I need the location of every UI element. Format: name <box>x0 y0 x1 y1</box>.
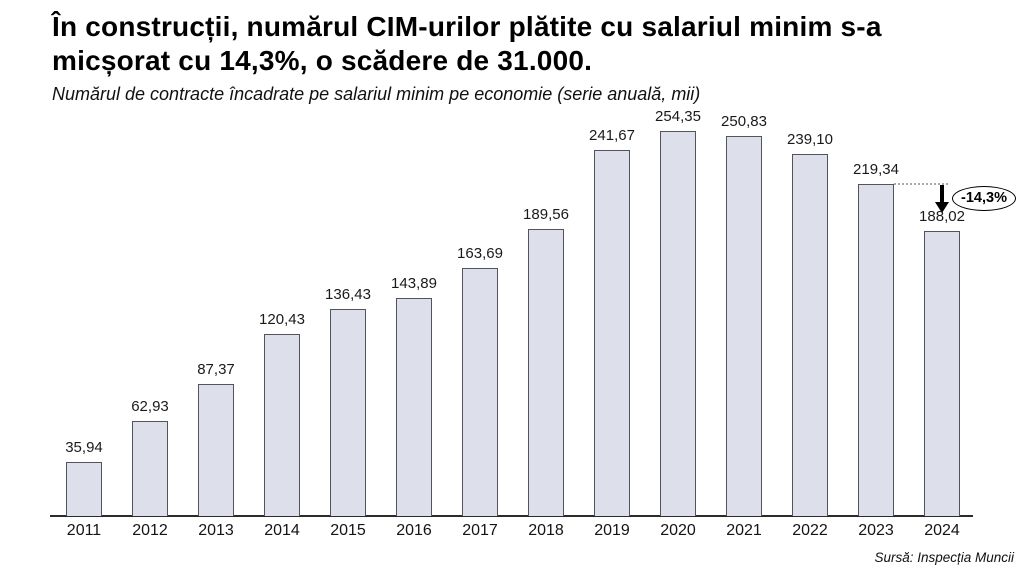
x-axis-tick-label-2017: 2017 <box>462 522 498 539</box>
bar-2014 <box>264 334 300 516</box>
bar-2015 <box>330 309 366 516</box>
decline-percentage-badge: -14,3% <box>952 186 1016 211</box>
page-title-line-2: micșorat cu 14,3%, o scădere de 31.000. <box>52 45 593 76</box>
x-axis-tick-label-2023: 2023 <box>858 522 894 539</box>
bar-value-label-2023: 219,34 <box>853 161 899 178</box>
x-axis-tick-label-2022: 2022 <box>792 522 828 539</box>
bar-2022 <box>792 154 828 516</box>
x-axis-tick-label-2019: 2019 <box>594 522 630 539</box>
bar-value-label-2020: 254,35 <box>655 108 701 125</box>
x-axis-tick-label-2024: 2024 <box>924 522 960 539</box>
bar-2020 <box>660 131 696 516</box>
bar-2016 <box>396 298 432 516</box>
source-note: Sursă: Inspecția Muncii <box>874 550 1014 565</box>
x-axis-tick-label-2011: 2011 <box>66 522 102 539</box>
x-axis-tick-label-2020: 2020 <box>660 522 696 539</box>
x-axis-line <box>50 515 973 517</box>
chart-subtitle: Numărul de contracte încadrate pe salari… <box>52 84 701 104</box>
x-axis-tick-label-2021: 2021 <box>726 522 762 539</box>
page-title: În construcții, numărul CIM-urilor plăti… <box>52 10 1002 78</box>
bar-value-label-2012: 62,93 <box>131 398 169 415</box>
bar-value-label-2017: 163,69 <box>457 245 503 262</box>
bar-2011 <box>66 462 102 516</box>
bar-value-label-2021: 250,83 <box>721 113 767 130</box>
x-axis-tick-label-2018: 2018 <box>528 522 564 539</box>
bar-2013 <box>198 384 234 516</box>
bar-2012 <box>132 421 168 516</box>
decline-guide-dotted-line <box>894 183 948 185</box>
decline-arrow-shaft <box>940 185 944 203</box>
x-axis-tick-label-2015: 2015 <box>330 522 366 539</box>
bar-value-label-2024: 188,02 <box>919 208 965 225</box>
bar-2024 <box>924 231 960 516</box>
bar-value-label-2015: 136,43 <box>325 286 371 303</box>
bar-value-label-2014: 120,43 <box>259 311 305 328</box>
page-title-line-1: În construcții, numărul CIM-urilor plăti… <box>52 11 882 42</box>
bar-2021 <box>726 136 762 516</box>
bar-value-label-2019: 241,67 <box>589 127 635 144</box>
x-axis-tick-label-2013: 2013 <box>198 522 234 539</box>
bar-2023 <box>858 184 894 516</box>
bar-2017 <box>462 268 498 516</box>
bar-2018 <box>528 229 564 516</box>
bar-value-label-2011: 35,94 <box>65 439 103 456</box>
bar-value-label-2016: 143,89 <box>391 275 437 292</box>
bar-value-label-2013: 87,37 <box>197 361 235 378</box>
decline-arrow-head-icon <box>935 202 949 213</box>
bar-value-label-2018: 189,56 <box>523 206 569 223</box>
bar-value-label-2022: 239,10 <box>787 131 833 148</box>
x-axis-tick-label-2014: 2014 <box>264 522 300 539</box>
x-axis-tick-label-2016: 2016 <box>396 522 432 539</box>
x-axis-tick-label-2012: 2012 <box>132 522 168 539</box>
bar-2019 <box>594 150 630 516</box>
